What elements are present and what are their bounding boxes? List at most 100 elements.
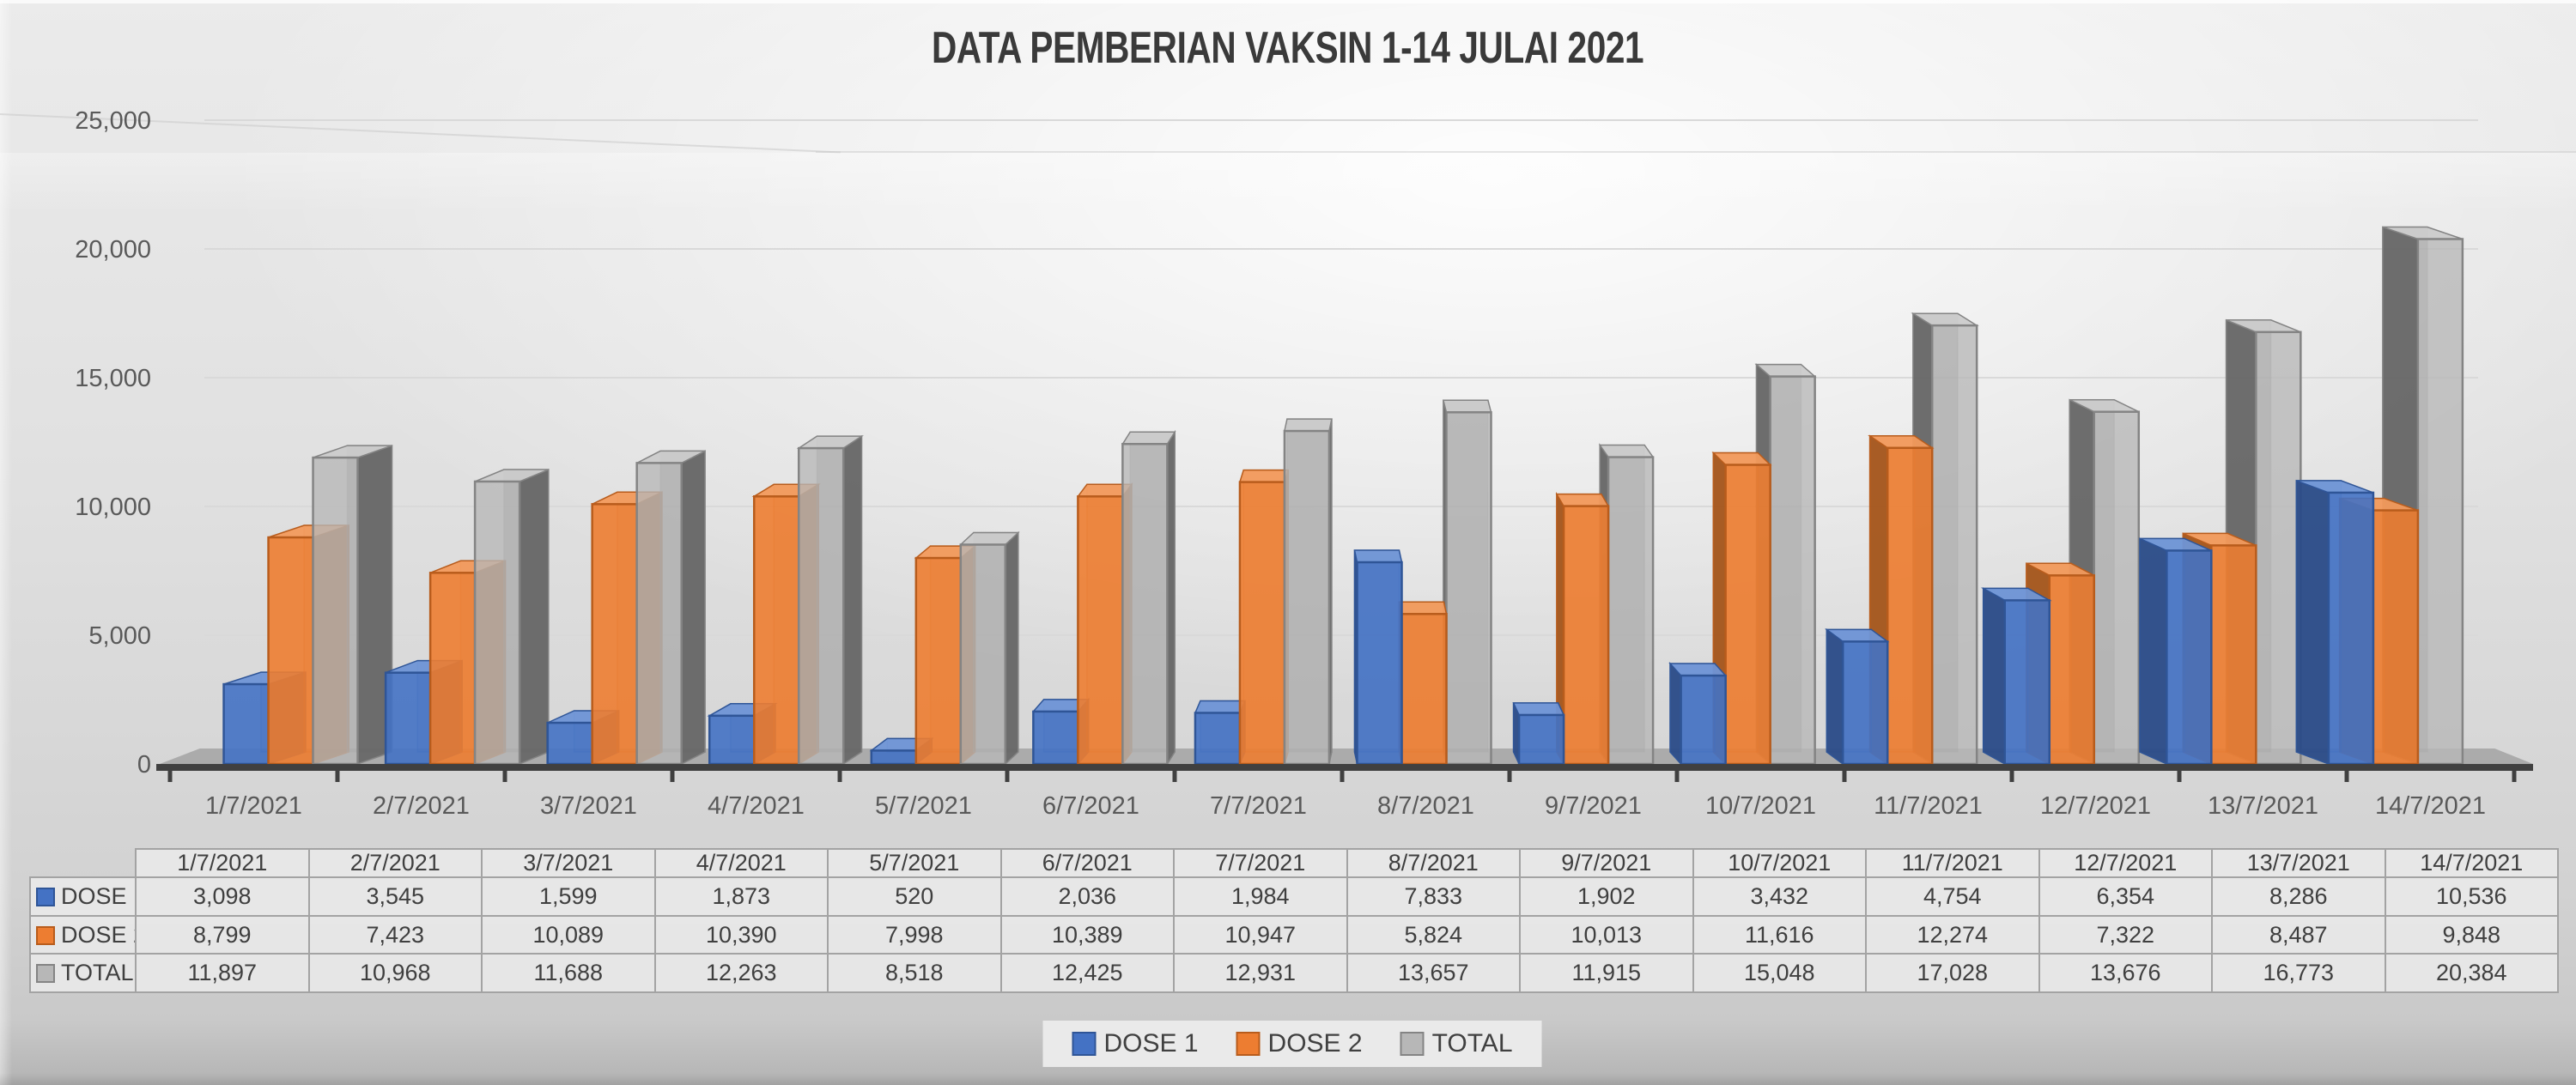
bar-dose2-7/7/2021[interactable] bbox=[1238, 469, 1290, 766]
table-row-total: TOTAL 11,897 10,968 11,688 12,263 8,518 12,425… bbox=[29, 953, 2559, 993]
bar-dose1-7/7/2021[interactable] bbox=[1194, 700, 1247, 766]
table-date-header: 7/7/2021 bbox=[1173, 848, 1348, 878]
total-key-icon bbox=[36, 964, 55, 983]
bar-group-2/7/2021 bbox=[384, 468, 550, 766]
x-tick-label: 7/7/2021 bbox=[1210, 792, 1307, 820]
table-cell: 11,616 bbox=[1692, 915, 1867, 955]
table-row-header: TOTAL bbox=[29, 953, 137, 993]
table-cell: 5,824 bbox=[1346, 915, 1521, 955]
x-axis bbox=[156, 764, 2533, 782]
table-cell: 15,048 bbox=[1692, 953, 1867, 993]
y-tick-label: 25,000 bbox=[75, 107, 151, 135]
table-cell: 1,984 bbox=[1173, 876, 1348, 917]
table-row-label: TOTAL bbox=[61, 960, 134, 985]
x-tick-label: 12/7/2021 bbox=[2040, 792, 2151, 820]
table-cell: 13,676 bbox=[2038, 953, 2213, 993]
table-cell: 8,518 bbox=[827, 953, 1002, 993]
background-highlight-band bbox=[0, 153, 2576, 213]
table-cell: 3,432 bbox=[1692, 876, 1867, 917]
bar-dose1-12/7/2021[interactable] bbox=[1980, 587, 2052, 766]
table-cell: 4,754 bbox=[1865, 876, 2040, 917]
bar-group-8/7/2021 bbox=[1353, 399, 1492, 766]
bar-group-4/7/2021 bbox=[707, 434, 865, 766]
bar-group-14/7/2021 bbox=[2295, 226, 2464, 766]
table-cell: 10,389 bbox=[999, 915, 1175, 955]
x-tick-label: 4/7/2021 bbox=[708, 792, 805, 820]
x-tick-label: 8/7/2021 bbox=[1377, 792, 1474, 820]
bar-total-1/7/2021[interactable] bbox=[312, 445, 393, 766]
bar-dose2-9/7/2021[interactable] bbox=[1555, 491, 1610, 767]
y-tick-label: 0 bbox=[137, 751, 151, 779]
background-curve-decoration bbox=[816, 151, 2576, 153]
x-tick-label: 14/7/2021 bbox=[2375, 792, 2486, 820]
table-row-label: DOSE 2 bbox=[61, 921, 134, 948]
bar-dose2-10/7/2021[interactable] bbox=[1711, 451, 1772, 766]
bar-total-4/7/2021[interactable] bbox=[796, 434, 865, 766]
table-corner-cell bbox=[30, 849, 136, 877]
bar-dose1-13/7/2021[interactable] bbox=[2139, 537, 2213, 766]
table-cell: 7,833 bbox=[1346, 876, 1521, 917]
table-cell: 8,487 bbox=[2211, 915, 2386, 955]
table-date-header: 5/7/2021 bbox=[827, 848, 1002, 878]
legend-label: TOTAL bbox=[1431, 1029, 1513, 1058]
table-cell: 11,688 bbox=[481, 953, 656, 993]
bar-total-2/7/2021[interactable] bbox=[473, 468, 550, 766]
x-axis-tick bbox=[670, 771, 675, 782]
x-axis-tick bbox=[502, 771, 507, 782]
table-cell: 10,536 bbox=[2384, 876, 2559, 917]
bar-total-8/7/2021[interactable] bbox=[1442, 399, 1492, 766]
table-cell: 10,968 bbox=[307, 953, 483, 993]
x-axis-tick bbox=[1842, 771, 1847, 782]
bar-dose2-5/7/2021[interactable] bbox=[914, 544, 977, 766]
bar-group-9/7/2021 bbox=[1512, 443, 1655, 767]
table-cell: 12,263 bbox=[653, 953, 829, 993]
dose2-swatch-icon bbox=[1236, 1032, 1261, 1056]
table-date-header: 4/7/2021 bbox=[653, 848, 829, 878]
legend-item-dose1[interactable]: DOSE 1 bbox=[1072, 1029, 1199, 1058]
table-cell: 1,902 bbox=[1519, 876, 1694, 917]
table-date-header: 2/7/2021 bbox=[307, 848, 483, 878]
bar-group-3/7/2021 bbox=[546, 450, 706, 766]
x-axis-tick bbox=[2344, 771, 2349, 782]
bar-total-7/7/2021[interactable] bbox=[1283, 418, 1333, 766]
bar-group-7/7/2021 bbox=[1194, 418, 1333, 766]
y-tick-label: 20,000 bbox=[75, 236, 151, 264]
bar-dose1-14/7/2021[interactable] bbox=[2295, 479, 2375, 766]
legend-label: DOSE 2 bbox=[1267, 1029, 1363, 1058]
table-cell: 7,998 bbox=[827, 915, 1002, 955]
table-cell: 12,931 bbox=[1173, 953, 1348, 993]
dose1-swatch-icon bbox=[1072, 1032, 1097, 1056]
x-tick-label: 2/7/2021 bbox=[373, 792, 470, 820]
x-axis-tick bbox=[1005, 771, 1010, 782]
bar-dose1-9/7/2021[interactable] bbox=[1512, 702, 1565, 766]
table-cell: 10,947 bbox=[1173, 915, 1348, 955]
table-date-header: 6/7/2021 bbox=[999, 848, 1175, 878]
table-cell: 9,848 bbox=[2384, 915, 2559, 955]
table-cell: 10,013 bbox=[1519, 915, 1694, 955]
bar-total-5/7/2021[interactable] bbox=[958, 530, 1020, 766]
table-cell: 16,773 bbox=[2211, 953, 2386, 993]
slide-left-edge bbox=[0, 0, 12, 1085]
bar-dose1-10/7/2021[interactable] bbox=[1668, 662, 1728, 766]
table-cell: 12,274 bbox=[1865, 915, 2040, 955]
chart-data-table: 1/7/2021 2/7/2021 3/7/2021 4/7/2021 5/7/2021… bbox=[29, 848, 2559, 993]
x-tick-label: 5/7/2021 bbox=[875, 792, 972, 820]
legend-item-total[interactable]: TOTAL bbox=[1400, 1029, 1513, 1058]
bar-dose1-11/7/2021[interactable] bbox=[1825, 627, 1890, 766]
bar-total-6/7/2021[interactable] bbox=[1121, 429, 1176, 767]
x-axis-tick bbox=[1340, 771, 1345, 782]
bar-dose2-8/7/2021[interactable] bbox=[1398, 601, 1448, 766]
x-axis-tick bbox=[1507, 771, 1512, 782]
x-tick-label: 10/7/2021 bbox=[1705, 792, 1816, 820]
bar-group-1/7/2021 bbox=[222, 445, 393, 766]
bar-total-3/7/2021[interactable] bbox=[635, 450, 706, 766]
table-date-header: 8/7/2021 bbox=[1346, 848, 1521, 878]
x-axis-tick bbox=[1674, 771, 1680, 782]
bars bbox=[222, 226, 2464, 767]
legend-item-dose2[interactable]: DOSE 2 bbox=[1236, 1029, 1363, 1058]
table-row-header: DOSE 1 bbox=[29, 876, 137, 917]
bar-dose1-8/7/2021[interactable] bbox=[1353, 549, 1403, 766]
x-axis-tick bbox=[2177, 771, 2182, 782]
